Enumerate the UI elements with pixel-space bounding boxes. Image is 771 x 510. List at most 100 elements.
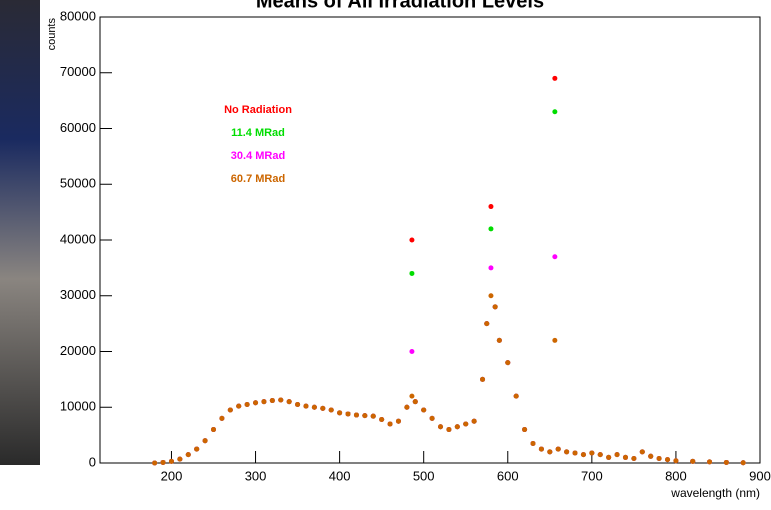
data-point	[446, 427, 452, 433]
data-point	[353, 412, 359, 418]
data-point	[177, 456, 183, 462]
data-point	[552, 109, 558, 115]
data-point	[370, 413, 376, 419]
x-tick-label: 700	[581, 468, 603, 483]
data-point	[278, 397, 284, 403]
data-point	[168, 458, 174, 464]
data-point	[185, 452, 191, 458]
data-point	[513, 393, 519, 399]
data-point	[488, 265, 494, 271]
x-tick-label: 900	[749, 468, 771, 483]
data-point	[580, 452, 586, 458]
x-axis-label: wavelength (nm)	[670, 486, 760, 500]
data-point	[547, 449, 553, 455]
y-axis-label: counts	[46, 18, 58, 51]
data-point	[492, 304, 498, 310]
data-point	[219, 415, 225, 421]
data-point	[552, 337, 558, 343]
data-point	[152, 460, 158, 466]
data-point	[244, 401, 250, 407]
data-point	[362, 413, 368, 419]
data-point	[471, 418, 477, 424]
data-point	[269, 398, 275, 404]
data-point	[740, 460, 746, 466]
y-tick-label: 20000	[60, 343, 96, 358]
data-point	[564, 449, 570, 455]
data-point	[295, 401, 301, 407]
data-point	[589, 450, 595, 456]
y-tick-label: 40000	[60, 231, 96, 246]
data-point	[311, 404, 317, 410]
data-point	[639, 449, 645, 455]
chart-title: Means of All Irradiation Levels	[256, 0, 544, 12]
legend-entry: 60.7 MRad	[231, 173, 285, 185]
data-point	[572, 450, 578, 456]
data-point	[454, 424, 460, 430]
data-point	[463, 421, 469, 427]
data-point	[631, 456, 637, 462]
data-point	[211, 427, 217, 433]
data-point	[552, 254, 558, 260]
data-point	[412, 399, 418, 405]
data-point	[320, 405, 326, 411]
photo-strip	[0, 0, 40, 465]
data-point	[409, 349, 415, 354]
data-point	[606, 454, 612, 460]
data-point	[522, 427, 528, 433]
data-point	[303, 403, 309, 409]
data-point	[253, 400, 259, 406]
data-point	[648, 453, 654, 459]
data-point	[656, 456, 662, 462]
data-point	[395, 418, 401, 424]
data-point	[673, 458, 679, 464]
legend-entry: 30.4 MRad	[231, 150, 285, 162]
data-point	[496, 337, 502, 343]
data-point	[555, 446, 561, 452]
data-point	[227, 407, 233, 413]
y-tick-label: 30000	[60, 287, 96, 302]
y-tick-label: 70000	[60, 64, 96, 79]
x-tick-label: 500	[413, 468, 435, 483]
data-point	[328, 407, 334, 413]
data-point	[345, 411, 351, 417]
data-point	[552, 75, 558, 81]
data-point	[723, 459, 729, 465]
y-tick-label: 0	[89, 454, 96, 469]
data-point	[379, 417, 385, 423]
data-point	[261, 399, 267, 405]
data-point	[488, 226, 494, 232]
legend-entry: 11.4 MRad	[231, 127, 285, 139]
x-tick-label: 600	[497, 468, 519, 483]
data-point	[194, 446, 200, 452]
data-point	[665, 457, 671, 463]
data-point	[505, 360, 511, 366]
data-point	[404, 404, 410, 410]
data-point	[707, 459, 713, 465]
data-point	[202, 438, 208, 444]
y-tick-label: 10000	[60, 399, 96, 414]
data-point	[409, 393, 415, 399]
data-point	[236, 403, 242, 409]
data-point	[387, 421, 393, 427]
y-tick-label: 50000	[60, 176, 96, 191]
data-point	[286, 399, 292, 405]
data-point	[421, 407, 427, 413]
data-point	[597, 452, 603, 458]
data-point	[429, 415, 435, 421]
legend-entry: No Radiation	[224, 104, 292, 116]
data-point	[438, 424, 444, 430]
data-point	[160, 459, 166, 465]
data-point	[538, 446, 544, 452]
data-point	[337, 410, 343, 416]
data-point	[484, 321, 490, 327]
data-point	[614, 452, 620, 458]
x-tick-label: 200	[161, 468, 183, 483]
x-tick-label: 300	[245, 468, 267, 483]
data-point	[409, 270, 415, 276]
data-point	[530, 440, 536, 446]
y-tick-label: 60000	[60, 120, 96, 135]
data-point	[409, 237, 415, 243]
x-tick-label: 800	[665, 468, 687, 483]
